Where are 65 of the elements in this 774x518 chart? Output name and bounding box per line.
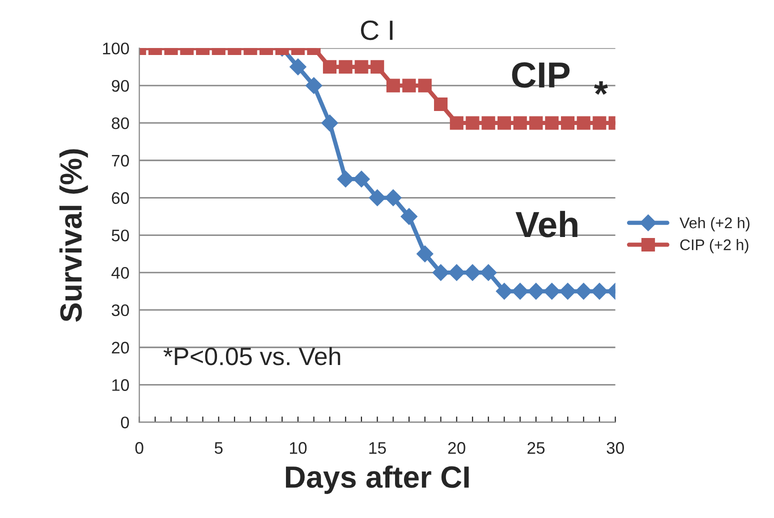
point xyxy=(305,77,322,94)
point xyxy=(466,116,480,130)
y-axis-title: Survival (%) xyxy=(59,149,88,322)
x-tick-label: 5 xyxy=(214,442,223,454)
point xyxy=(432,264,450,281)
y-tick-label: 50 xyxy=(112,230,129,242)
point xyxy=(353,170,370,188)
point xyxy=(513,116,527,130)
point xyxy=(480,264,497,281)
y-tick-label: 20 xyxy=(112,342,129,354)
point xyxy=(545,116,559,130)
chart-title: C I xyxy=(360,20,393,40)
point xyxy=(321,114,338,132)
annotation: CIP xyxy=(512,62,570,88)
point xyxy=(384,189,402,206)
point xyxy=(464,264,481,281)
point xyxy=(337,170,354,188)
x-tick-label: 10 xyxy=(290,442,307,454)
y-tick-label: 90 xyxy=(112,80,129,92)
x-tick-label: 30 xyxy=(606,442,624,454)
x-axis-title: Days after CI xyxy=(286,465,469,494)
y-tick-label: 80 xyxy=(112,117,129,130)
point xyxy=(559,282,576,300)
y-tick-label: 0 xyxy=(120,416,129,428)
y-tick-label: 40 xyxy=(111,266,129,279)
y-tick-label: 100 xyxy=(103,42,129,54)
point xyxy=(416,245,434,262)
point xyxy=(576,116,590,130)
point xyxy=(418,78,432,92)
point xyxy=(370,60,384,74)
point xyxy=(560,116,574,130)
y-tick-label: 60 xyxy=(112,192,129,204)
point xyxy=(354,60,368,74)
point xyxy=(290,58,306,76)
legend-label: Veh (+2 h) xyxy=(680,217,750,232)
point xyxy=(497,116,512,130)
x-tick-label: 20 xyxy=(448,442,466,454)
point xyxy=(591,282,608,300)
point xyxy=(402,78,416,92)
legend-label: CIP (+2 h) xyxy=(680,238,748,254)
y-tick-label: 70 xyxy=(112,154,129,167)
annotation: Veh xyxy=(516,210,578,238)
point xyxy=(338,60,352,74)
y-tick-label: 10 xyxy=(112,379,129,391)
point xyxy=(482,116,496,130)
point xyxy=(450,116,464,130)
point xyxy=(575,282,592,300)
point xyxy=(592,116,606,130)
x-tick-label: 0 xyxy=(135,442,144,454)
point xyxy=(368,189,386,206)
x-tick-label: 25 xyxy=(528,442,545,454)
point xyxy=(512,282,529,300)
point xyxy=(496,282,513,300)
point xyxy=(448,264,466,281)
annotation: * xyxy=(594,81,608,95)
point xyxy=(400,208,418,225)
annotation: *P<0.05 vs. Veh xyxy=(164,346,340,366)
point xyxy=(529,116,543,130)
point xyxy=(528,282,544,300)
point xyxy=(322,60,336,74)
y-tick-label: 30 xyxy=(112,304,129,316)
x-tick-label: 15 xyxy=(369,442,386,454)
point xyxy=(386,78,400,92)
point xyxy=(434,98,448,112)
point xyxy=(543,282,560,300)
